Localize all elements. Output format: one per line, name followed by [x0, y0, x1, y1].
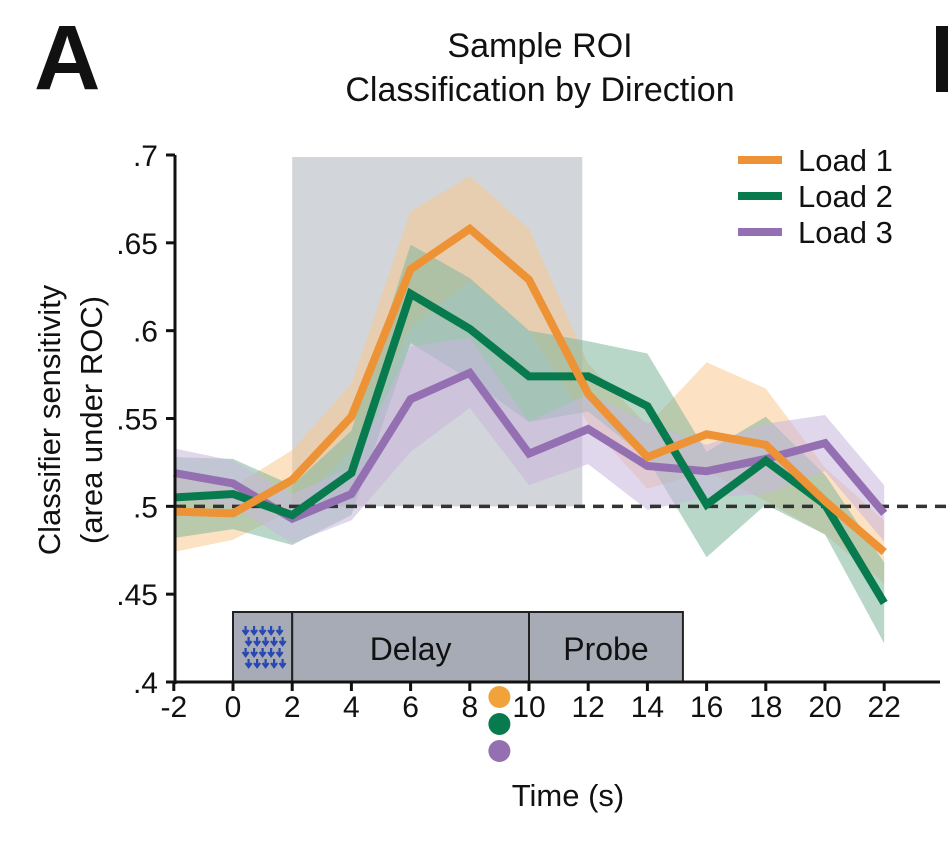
x-tick-label: 2: [284, 691, 301, 724]
motion-arrow: [278, 659, 287, 669]
x-tick-label: 8: [461, 691, 478, 724]
series-line-1: [173, 223, 887, 556]
trial-timeline: Delay Probe: [232, 611, 684, 683]
y-tick-label: .65: [116, 228, 158, 261]
y-tick-label: .45: [116, 579, 158, 612]
motion-arrow: [270, 659, 278, 669]
series-line-2: [173, 287, 888, 606]
x-tick-label: 4: [343, 691, 360, 724]
x-tick-label: 6: [402, 691, 419, 724]
motion-arrow: [275, 648, 284, 658]
peak-marker-1: [488, 686, 511, 708]
trial-phase-3: Probe: [528, 611, 684, 683]
motion-arrow: [258, 626, 267, 636]
trial-phase-1: [232, 611, 294, 683]
y-axis-title-line2: (area under ROC): [74, 296, 109, 544]
confidence-band-layer: [173, 176, 885, 644]
series-line-layer: [173, 223, 888, 606]
motion-arrow: [267, 648, 275, 658]
panel-letter: A: [34, 7, 101, 109]
x-tick-label: 14: [631, 691, 664, 724]
y-axis-title: Classifier sensitivity: [32, 284, 67, 555]
motion-arrow: [253, 637, 261, 647]
trial-phase-box: [291, 611, 531, 683]
arrow-field-icon: [241, 626, 287, 669]
motion-arrow: [275, 626, 284, 636]
trial-phase-label: Probe: [563, 631, 648, 667]
motion-arrow: [250, 626, 258, 636]
axes-layer: .4 .45 .5 .55 .6 .65 .7 -2 0 2 4 6 8 10 12 14 16 18 20 22: [116, 140, 940, 724]
legend-label: Load 1: [798, 143, 893, 178]
x-tick-label: -2: [160, 691, 187, 724]
trial-phase-box: [528, 611, 684, 683]
chart-subtitle: Classification by Direction: [345, 71, 735, 109]
y-tick-label: .6: [133, 316, 158, 349]
y-tick-label: .4: [133, 667, 158, 700]
motion-arrow: [244, 659, 253, 669]
chart-title: Sample ROI Classification by Direction: [240, 24, 840, 112]
trial-phase-box: [232, 611, 294, 683]
confidence-band-2: [173, 244, 885, 644]
adjacent-panel-edge: [936, 26, 948, 92]
x-tick-label: 10: [512, 691, 545, 724]
peak-marker-2: [488, 713, 511, 735]
y-tick-label: .5: [133, 491, 158, 524]
motion-arrow: [267, 626, 275, 636]
chart-title-line1: Sample ROI: [447, 27, 633, 65]
x-tick-label: 16: [690, 691, 723, 724]
x-axis-title: Time (s): [512, 778, 625, 813]
motion-arrow: [278, 637, 287, 647]
motion-arrow: [261, 637, 270, 647]
trial-phase-2: Delay: [291, 611, 531, 683]
y-tick-label: .7: [133, 140, 158, 173]
motion-arrow: [241, 626, 250, 636]
trial-phase-label: Delay: [370, 631, 452, 667]
x-tick-label: 12: [572, 691, 605, 724]
legend-label: Load 3: [798, 215, 893, 250]
x-tick-label: 0: [225, 691, 242, 724]
motion-arrow: [253, 659, 261, 669]
x-tick-label: 22: [868, 691, 901, 724]
motion-arrow: [250, 648, 258, 658]
axis-titles: Time (s) Classifier sensitivity (area unde…: [32, 284, 624, 813]
x-tick-label: 18: [749, 691, 782, 724]
motion-arrow: [270, 637, 278, 647]
peak-marker-3: [488, 740, 511, 762]
y-tick-label: .55: [116, 404, 158, 437]
motion-arrow: [258, 648, 267, 658]
confidence-band-1: [173, 176, 885, 584]
peak-marker-layer: [488, 686, 511, 762]
motion-arrow: [244, 637, 253, 647]
x-tick-label: 20: [808, 691, 841, 724]
motion-arrow: [241, 648, 250, 658]
motion-arrow: [261, 659, 270, 669]
legend-label: Load 2: [798, 179, 893, 214]
